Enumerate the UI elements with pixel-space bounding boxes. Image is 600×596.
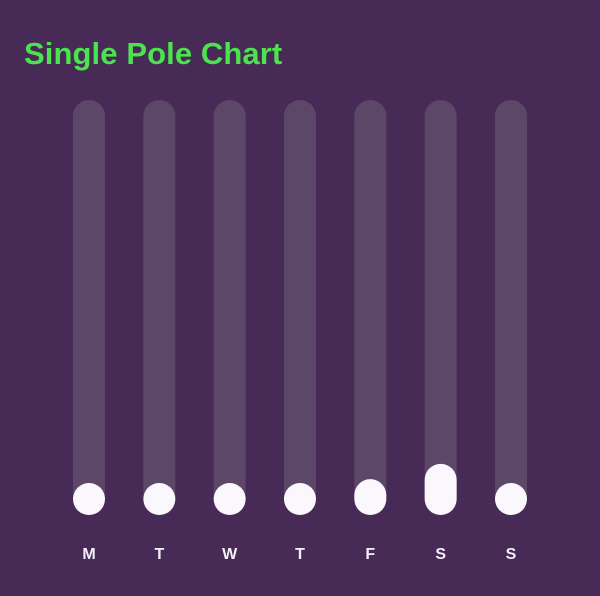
- pole-value-bar: [73, 483, 105, 515]
- chart-title: Single Pole Chart: [24, 36, 283, 71]
- pole-track: [494, 100, 527, 515]
- pole-track: [283, 100, 316, 515]
- day-label: M: [82, 546, 95, 563]
- pole-2: W: [213, 100, 246, 563]
- pole-track: [143, 100, 176, 515]
- pole-value-bar: [494, 483, 527, 515]
- pole-3: T: [283, 100, 316, 563]
- pole-track: [354, 100, 387, 515]
- pole-value-bar: [424, 463, 457, 515]
- day-label: S: [435, 546, 446, 563]
- pole-1: T: [143, 100, 176, 563]
- day-label: F: [365, 546, 375, 563]
- pole-value-bar: [354, 479, 387, 515]
- day-label: T: [154, 546, 164, 563]
- day-label: S: [506, 546, 517, 563]
- pole-6: S: [494, 100, 527, 563]
- day-label: W: [222, 546, 238, 563]
- pole-0: M: [73, 100, 105, 563]
- pole-value-bar: [283, 483, 316, 515]
- pole-track: [73, 100, 105, 515]
- pole-5: S: [424, 100, 457, 563]
- pole-value-bar: [213, 483, 246, 515]
- pole-track: [213, 100, 246, 515]
- pole-4: F: [354, 100, 387, 563]
- pole-value-bar: [143, 483, 176, 515]
- pole-track: [424, 100, 457, 515]
- day-label: T: [295, 546, 305, 563]
